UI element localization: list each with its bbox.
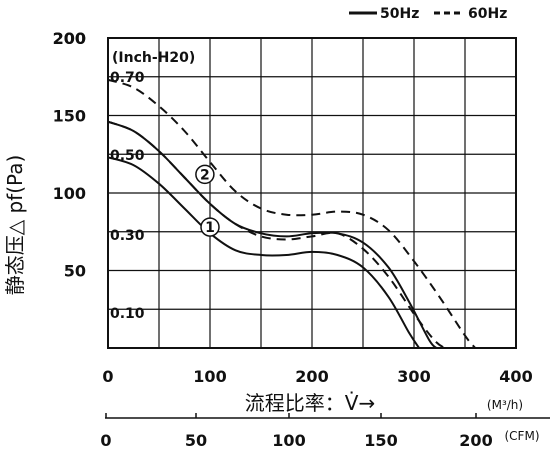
secondary-x-ticks: 0 50 100 150 200 [100,413,493,450]
x-tick-label: 400 [499,367,532,386]
y-axis-label: 静态压△ pf(Pa) [3,155,27,296]
plot-frame [107,37,517,349]
x-unit-label: (M³/h) [487,398,523,412]
x2-tick-label: 0 [100,431,111,450]
x-tick-label: 200 [295,367,328,386]
inch-tick-label: 0.50 [110,148,145,164]
curves: 12 [107,78,476,349]
y-tick-label: 50 [64,262,86,281]
x-tick-label: 100 [193,367,226,386]
curve-2-50hz [107,120,438,349]
curve-number-label: 2 [200,167,210,183]
legend-50hz-label: 50Hz [380,6,419,22]
y-tick-label: 100 [53,184,86,203]
x2-tick-label: 100 [272,431,305,450]
x2-tick-label: 50 [185,431,207,450]
curve-number-marker [200,217,220,237]
curve-2-60hz [107,78,476,349]
curve-1-50hz [107,156,420,349]
x-tick-label: 300 [397,367,430,386]
inch-unit-label: (Inch-H20) [112,50,195,66]
inch-tick-label: 0.70 [110,70,145,86]
y-tick-label: 200 [53,29,86,48]
x2-tick-label: 200 [459,431,492,450]
y-tick-label: 200 [53,29,86,48]
inch-tick-label: 0.10 [110,306,145,322]
y-tick-label: 150 [53,107,86,126]
legend: 50Hz 60Hz [349,6,507,22]
x-tick-label: 0 [102,367,113,386]
curve-number-marker [195,164,215,185]
x2-tick-label: 150 [364,431,397,450]
x2-unit-label: (CFM) [505,429,540,443]
x-axis-label: 流程比率：V̇→ [245,391,375,415]
legend-60hz-label: 60Hz [468,6,507,22]
inch-tick-label: 0.30 [110,228,145,244]
curve-number-label: 1 [205,220,215,236]
